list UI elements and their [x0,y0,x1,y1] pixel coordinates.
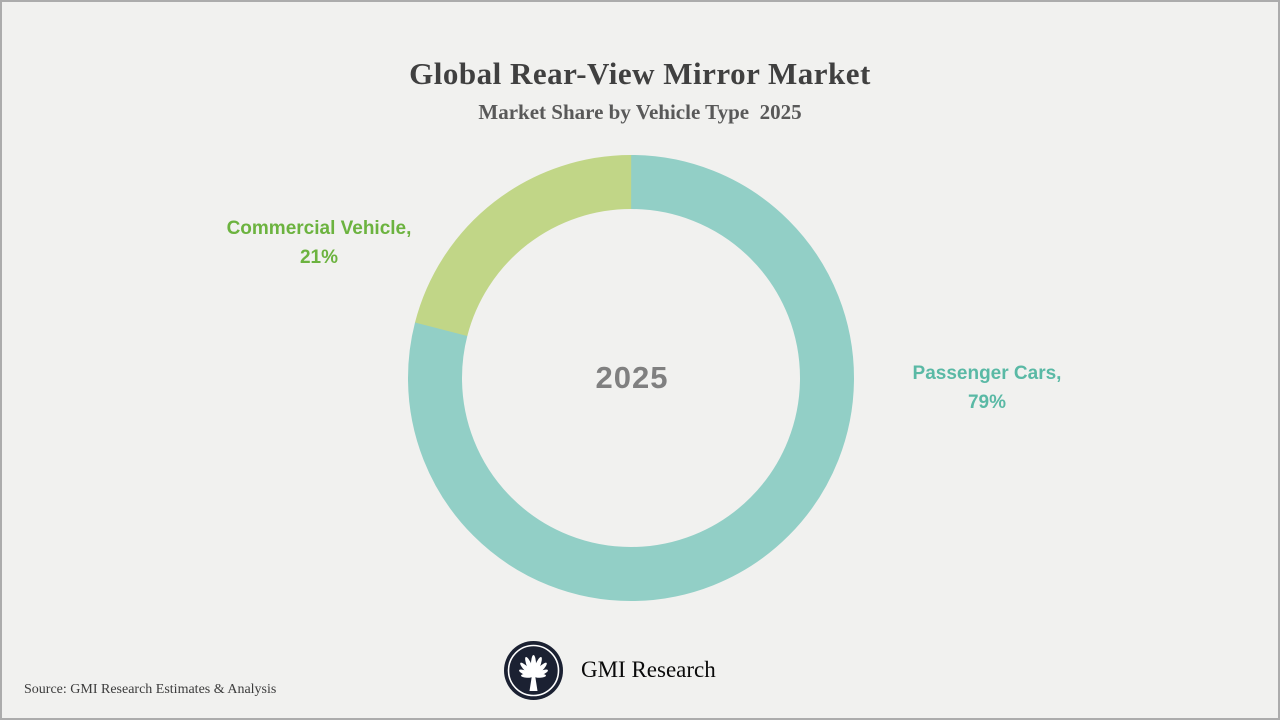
chart-title: Global Rear-View Mirror Market [409,56,871,91]
donut-chart [408,154,854,601]
label-passenger-cars-name: Passenger Cars, [912,363,1062,384]
donut-chart-area [407,154,855,602]
gmi-palm-logo-icon [504,640,563,700]
palm-fronds [519,654,548,691]
brand-name: GMI Research [581,657,716,682]
label-commercial-vehicle-value: 21% [299,247,339,268]
label-passenger-cars: Passenger Cars, 79% [827,359,1147,417]
label-passenger-cars-value: 79% [967,392,1007,413]
source-note: Source: GMI Research Estimates & Analysi… [24,682,277,697]
chart-subtitle: Market Share by Vehicle Type 2025 [478,100,802,124]
donut-center-year-label: 2025 [595,360,669,395]
label-commercial-vehicle-name: Commercial Vehicle, [226,218,412,239]
label-commercial-vehicle: Commercial Vehicle, 21% [159,214,479,272]
brand-block: GMI Research [504,640,716,700]
donut-segment-commercial-vehicle [408,154,854,601]
